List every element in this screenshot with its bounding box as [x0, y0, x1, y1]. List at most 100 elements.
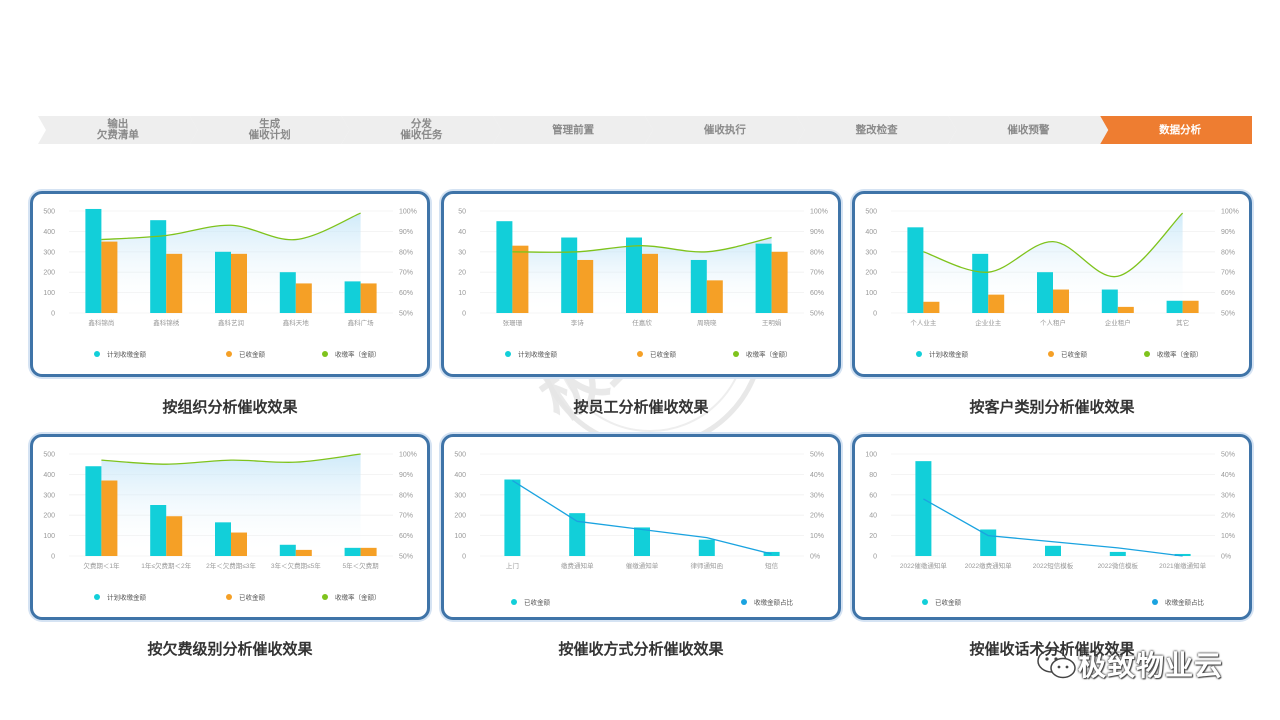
x-category-label: 张珊珊: [503, 318, 523, 327]
y2-tick-label: 50%: [1221, 311, 1235, 318]
bar-series2[interactable]: [771, 251, 788, 313]
rate-line: [101, 453, 361, 465]
step-7[interactable]: 催收预警: [1007, 123, 1050, 136]
bar-series1[interactable]: [972, 253, 989, 313]
bar-series2[interactable]: [1117, 306, 1134, 313]
y2-tick-label: 90%: [810, 229, 824, 236]
rate-line: [101, 212, 361, 241]
rate-line: [512, 236, 772, 253]
y2-tick-label: 20%: [1221, 513, 1235, 520]
step-1[interactable]: 输出 欠费清单: [96, 118, 139, 141]
bar-series1[interactable]: [561, 237, 578, 313]
chart-caption: 按催收话术分析催收效果: [969, 641, 1135, 658]
bar-series1[interactable]: [344, 547, 361, 556]
y-tick-label: 100: [454, 533, 466, 540]
bar-series1[interactable]: [634, 527, 650, 556]
step-8[interactable]: 数据分析: [1159, 123, 1202, 136]
x-category-label: 鑫科广场: [348, 318, 375, 327]
legend-label: 计划收缴金额: [929, 350, 969, 359]
y-tick-label: 400: [43, 229, 55, 236]
bar-series2[interactable]: [1053, 289, 1069, 313]
bar-series1[interactable]: [85, 208, 102, 313]
bar-series1[interactable]: [504, 479, 521, 557]
bar-series1[interactable]: [1166, 300, 1183, 313]
step-4[interactable]: 管理前置: [552, 123, 595, 136]
bar-series2[interactable]: [988, 294, 1005, 313]
legend-label: 收缴率（金额）: [1157, 350, 1203, 359]
bar-series1[interactable]: [215, 522, 231, 556]
y2-tick-label: 70%: [399, 513, 413, 520]
step-3[interactable]: 分发 催收任务: [400, 118, 443, 141]
y2-tick-label: 0%: [810, 554, 820, 561]
y-tick-label: 0: [873, 311, 877, 318]
bar-series2[interactable]: [231, 253, 247, 313]
x-category-label: 缴费通知单: [561, 561, 594, 570]
bar-series2[interactable]: [512, 245, 529, 313]
x-category-label: 2021催缴通知单: [1159, 561, 1206, 570]
y-tick-label: 200: [43, 270, 55, 277]
bar-series2[interactable]: [295, 283, 312, 313]
x-category-label: 1年≤欠费期＜2年: [141, 561, 191, 570]
bar-series1[interactable]: [150, 220, 167, 313]
bar-series1[interactable]: [755, 243, 772, 313]
bar-series1[interactable]: [150, 505, 167, 556]
bar-series2[interactable]: [577, 259, 594, 313]
bar-series1[interactable]: [569, 513, 586, 556]
chart-panel-3: 0 100 200 300 400 500 50% 60% 70% 80% 90% 100% 个人业主 企…: [852, 191, 1252, 377]
x-category-label: 短信: [765, 561, 779, 570]
legend-marker: [226, 351, 232, 357]
bar-series1[interactable]: [496, 221, 513, 313]
bar-series2[interactable]: [706, 280, 723, 313]
bar-series2[interactable]: [166, 253, 183, 313]
bar-series1[interactable]: [915, 461, 932, 556]
bar-series1[interactable]: [690, 259, 707, 313]
bar-series2[interactable]: [101, 241, 118, 313]
bar-series1[interactable]: [626, 237, 642, 313]
chart-caption: 按欠费级别分析催收效果: [147, 641, 313, 658]
x-category-label: 李诗: [571, 318, 585, 327]
bar-series1[interactable]: [215, 251, 231, 313]
y-tick-label: 0: [873, 554, 877, 561]
step-5[interactable]: 催收执行: [703, 123, 746, 136]
chart-caption: 按客户类别分析催收效果: [969, 399, 1135, 416]
y2-tick-label: 40%: [1221, 472, 1235, 479]
legend-marker: [733, 351, 739, 357]
chart-svg: 0 100 200 300 400 500 50% 60% 70% 80% 90% 100% 鑫科锦尚 鑫…: [43, 208, 417, 359]
bar-series2[interactable]: [295, 549, 312, 556]
bar-series1[interactable]: [279, 272, 296, 313]
bar-series1[interactable]: [980, 529, 997, 556]
bar-series1[interactable]: [698, 539, 715, 556]
bar-series2[interactable]: [166, 516, 183, 556]
bar-series1[interactable]: [344, 281, 361, 313]
rate-line: [923, 212, 1184, 278]
bar-series2[interactable]: [101, 480, 118, 556]
y-tick-label: 200: [454, 513, 466, 520]
step-chevron: [645, 116, 805, 144]
step-6[interactable]: 整改检查: [855, 123, 898, 136]
bar-series2[interactable]: [923, 301, 940, 313]
bar-series1[interactable]: [85, 466, 102, 556]
chart-svg: 0 100 200 300 400 500 50% 60% 70% 80% 90% 100% 个人业主 企…: [865, 209, 1239, 359]
chart-panel-6: 0 20 40 60 80 100 0% 10% 20% 30% 40% 50% 2022催缴通知单 20…: [852, 434, 1252, 620]
step-2[interactable]: 生成 催收计划: [248, 118, 291, 141]
bar-series1[interactable]: [1101, 289, 1118, 313]
x-category-label: 2022缴费通知单: [965, 561, 1012, 570]
bar-series2[interactable]: [1182, 300, 1199, 313]
brand-logo: 极致物业云: [1036, 640, 1223, 688]
bar-series1[interactable]: [1037, 272, 1053, 313]
bar-series2[interactable]: [360, 283, 377, 313]
bar-series2[interactable]: [231, 532, 247, 556]
wechat-icon: [1037, 649, 1076, 679]
bar-series2[interactable]: [360, 547, 377, 556]
bar-series1[interactable]: [907, 227, 924, 313]
bar-series1[interactable]: [1109, 551, 1126, 556]
y-tick-label: 100: [865, 452, 877, 459]
y-tick-label: 0: [462, 554, 466, 561]
y-tick-label: 0: [462, 311, 466, 318]
x-category-label: 企业业主: [975, 318, 1002, 327]
bar-series2[interactable]: [642, 253, 658, 313]
bar-series1[interactable]: [279, 544, 296, 556]
bar-series1[interactable]: [1045, 545, 1061, 556]
legend-label: 收缴率（金额）: [335, 350, 381, 359]
bar-series1[interactable]: [1174, 553, 1191, 556]
